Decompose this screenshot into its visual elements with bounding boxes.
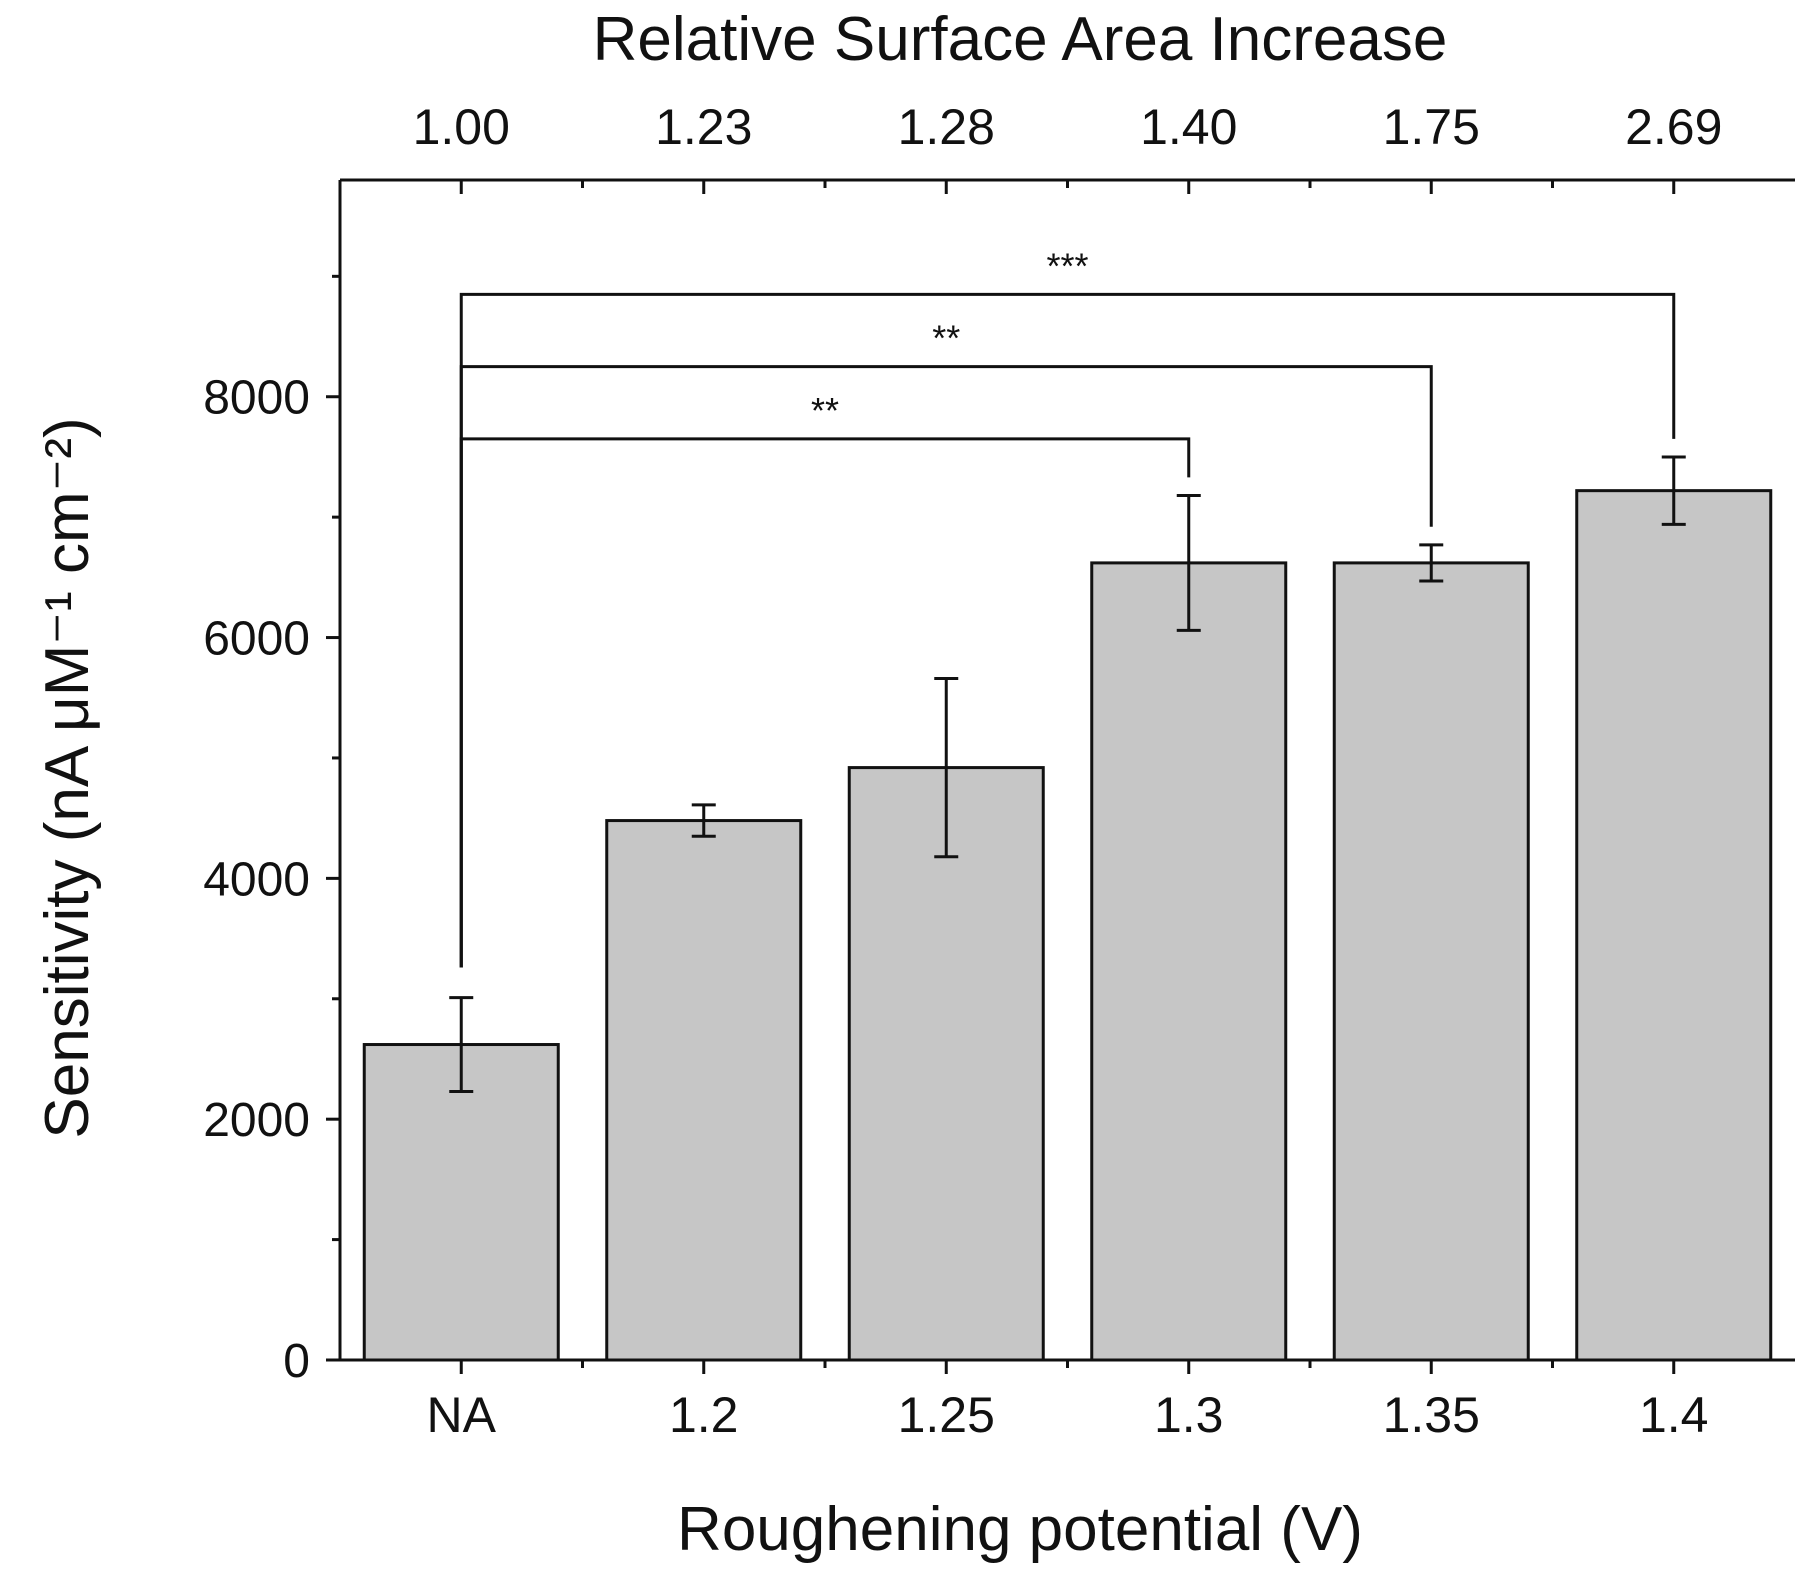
x-tick-label-4: 1.35 [1383, 1387, 1480, 1443]
y-tick-label-2: 4000 [203, 853, 310, 906]
error-bar-0 [449, 996, 474, 1093]
top-tick-label-0: 1.00 [413, 99, 510, 155]
y-axis-title: Sensitivity (nA μM⁻¹ cm⁻²) [33, 417, 102, 1138]
error-bar-5 [1661, 455, 1686, 526]
top-tick-label-1: 1.23 [655, 99, 752, 155]
x-tick-label-2: 1.25 [898, 1387, 995, 1443]
significance-bracket-0 [459, 437, 1191, 968]
error-bar-3 [1176, 493, 1201, 632]
plot-area: 0 2000 4000 6000 8000 NA 1.2 1.25 1.3 1.35 1.4 1.00… [203, 99, 1795, 1443]
y-tick-label-0: 0 [283, 1335, 310, 1388]
y-tick-label-4: 8000 [203, 372, 310, 425]
x-tick-label-1: 1.2 [669, 1387, 739, 1443]
significance-label-0: ** [811, 390, 839, 431]
top-tick-label-5: 2.69 [1625, 99, 1722, 155]
x-tick-label-5: 1.4 [1639, 1387, 1709, 1443]
bar-1 [605, 819, 803, 1362]
bar-3 [1090, 561, 1288, 1362]
x-tick-label-0: NA [427, 1387, 497, 1443]
bar-5 [1575, 489, 1773, 1362]
top-tick-label-3: 1.40 [1140, 99, 1237, 155]
error-bar-2 [934, 676, 959, 859]
x-tick-label-3: 1.3 [1154, 1387, 1224, 1443]
top-axis-title: Relative Surface Area Increase [593, 5, 1448, 74]
significance-label-1: ** [932, 318, 960, 359]
significance-label-2: *** [1046, 245, 1088, 286]
top-tick-label-2: 1.28 [898, 99, 995, 155]
top-tick-label-4: 1.75 [1383, 99, 1480, 155]
x-axis-title: Roughening potential (V) [677, 1495, 1363, 1564]
error-bar-1 [691, 803, 716, 838]
significance-bracket-2 [459, 292, 1676, 968]
bar-2 [847, 766, 1045, 1362]
y-tick-label-3: 6000 [203, 613, 310, 666]
bar-4 [1332, 561, 1530, 1362]
y-tick-label-1: 2000 [203, 1094, 310, 1147]
bar-0 [362, 1043, 560, 1362]
error-bar-4 [1419, 543, 1444, 583]
